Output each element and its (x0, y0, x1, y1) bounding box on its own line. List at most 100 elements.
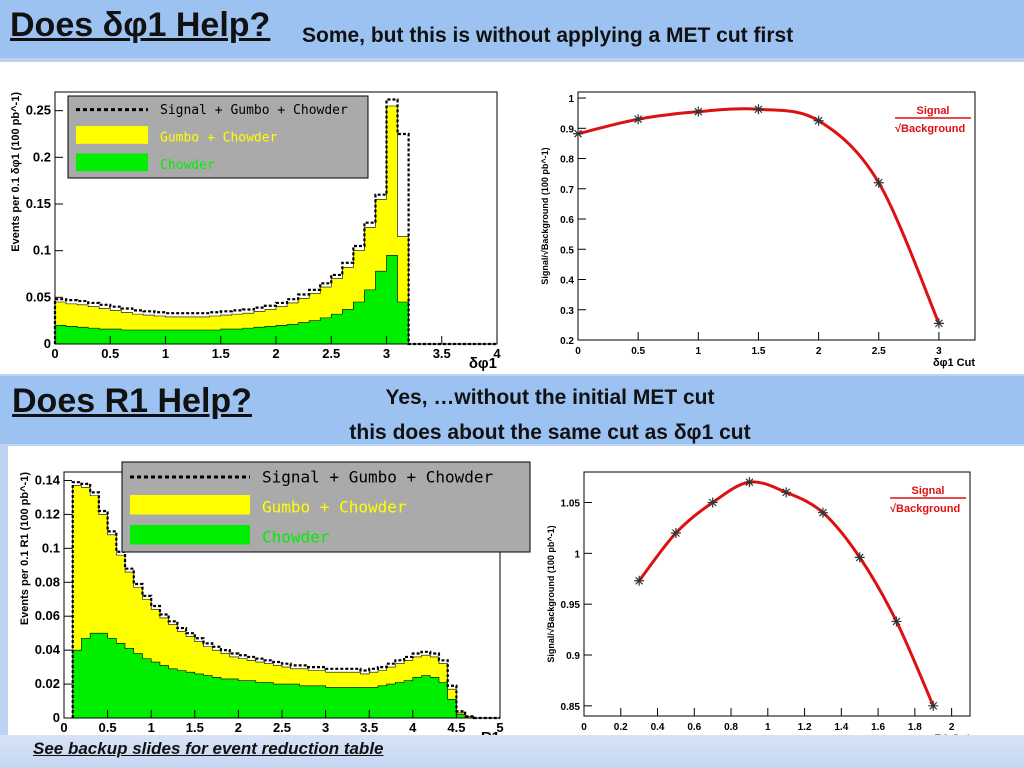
x-tick-label: 0 (575, 346, 581, 357)
x-axis-label: δφ1 Cut (933, 357, 975, 369)
legend-entry: Gumbo + Chowder (160, 131, 278, 146)
y-tick-label: 0.4 (560, 276, 574, 287)
x-tick-label: 0.5 (101, 346, 119, 361)
x-tick-label: 1 (696, 346, 702, 357)
slide-subtitle-dphi: Some, but this is without applying a MET… (302, 24, 794, 47)
x-tick-label: 4 (409, 720, 417, 735)
y-axis-label: Signal/√Background (100 pb^-1) (546, 525, 556, 662)
y-tick-label: 1 (568, 94, 574, 105)
x-tick-label: 2 (949, 722, 955, 733)
x-tick-label: 0.5 (99, 720, 117, 735)
data-point-marker (813, 115, 824, 126)
signal-dotted-line (71, 481, 500, 720)
x-tick-label: 0.6 (687, 722, 701, 733)
legend-entry: Signal + Gumbo + Chowder (262, 468, 494, 487)
data-point-marker (753, 104, 764, 115)
x-tick-label: 0.2 (614, 722, 628, 733)
y-tick-label: 0 (53, 710, 60, 725)
x-tick-label: 3.5 (433, 346, 451, 361)
significance-curve (577, 107, 941, 324)
x-tick-label: 5 (496, 720, 503, 735)
x-tick-label: 3 (383, 346, 390, 361)
significance-dphi: 0 0.5 1 1.5 2 2.5 3 0.2 0.3 0.4 0.5 0.6 0.7 0.8 0.9 1 Si… (540, 91, 976, 369)
histogram-dphi: 0 0.5 1 1.5 2 2.5 3 3.5 4 0 0.05 0.1 0.15 0.2 0.25 Sign… (10, 91, 501, 372)
x-tick-label: 1 (148, 720, 155, 735)
y-tick-label: 1.05 (561, 499, 581, 510)
gumbo-chowder-fill (72, 485, 500, 719)
x-tick-label: 2 (272, 346, 279, 361)
y-tick-label: 0.9 (560, 124, 574, 135)
chart-panel-top: 0 0.5 1 1.5 2 2.5 3 3.5 4 0 0.05 0.1 0.15 0.2 0.25 Sign… (0, 62, 1024, 374)
data-point-marker (891, 616, 902, 627)
plot-frame (583, 471, 971, 717)
y-tick-label: 0.9 (566, 651, 580, 662)
histogram-r1: 0 0.5 1 1.5 2 2.5 3 3.5 4 4.5 5 0 0.02 0.04 0.06 0.08 0.… (19, 461, 531, 746)
significance-r1: 0 0.2 0.4 0.6 0.8 1 1.2 1.4 1.6 1.8 2 0.85 0.9 0.95 1 1… (546, 471, 971, 745)
x-tick-label: 2.5 (273, 720, 291, 735)
x-tick-label: 1.5 (186, 720, 204, 735)
data-point-marker (634, 575, 645, 586)
slide-subtitle-r1-line1: Yes, …without the initial MET cut (385, 386, 715, 409)
y-tick-label: 0.85 (561, 702, 581, 713)
x-tick-label: 1.5 (212, 346, 230, 361)
legend-chowder-swatch (76, 153, 148, 172)
y-axis-label: Events per 0.1 δφ1 (100 pb^-1) (10, 92, 22, 252)
data-point-marker (854, 552, 865, 563)
slide-subtitle-r1-line2: this does about the same cut as δφ1 cut (349, 421, 751, 444)
x-tick-label: 2 (235, 720, 242, 735)
data-point-marker (933, 318, 944, 329)
x-tick-label: 1.2 (798, 722, 812, 733)
y-tick-label: 0.25 (26, 103, 51, 118)
legend-entry: Signal + Gumbo + Chowder (160, 103, 348, 118)
x-tick-label: 3 (322, 720, 329, 735)
x-tick-label: 0 (581, 722, 587, 733)
y-tick-label: 0.6 (560, 215, 574, 226)
legend-denominator: √Background (890, 503, 960, 515)
x-tick-label: 0 (60, 720, 67, 735)
data-point-marker (873, 177, 884, 188)
x-tick-label: 1.6 (871, 722, 885, 733)
legend-chowder-swatch (130, 525, 250, 545)
x-tick-label: 2.5 (872, 346, 886, 357)
chowder-fill (54, 255, 497, 345)
y-tick-label: 0.8 (560, 155, 574, 166)
x-tick-label: 1.5 (752, 346, 766, 357)
footer-band (0, 735, 1024, 768)
data-point-marker (670, 528, 681, 538)
data-point-marker (633, 114, 644, 125)
x-tick-label: 1 (162, 346, 169, 361)
title-band-top (0, 0, 1024, 58)
plot-frame (577, 91, 976, 341)
x-tick-label: 4.5 (447, 720, 465, 735)
y-tick-label: 0.08 (35, 574, 60, 589)
x-tick-label: 1 (765, 722, 771, 733)
legend-entry: Chowder (262, 528, 330, 547)
x-axis-label: δφ1 (469, 355, 497, 372)
x-tick-label: 1.4 (834, 722, 848, 733)
data-point-marker (573, 128, 583, 139)
x-tick-label: 0 (51, 346, 58, 361)
backup-slides-note: See backup slides for event reduction ta… (33, 739, 384, 758)
y-tick-label: 0.1 (42, 540, 60, 555)
y-tick-label: 1 (574, 549, 580, 560)
y-tick-label: 0.15 (26, 196, 51, 211)
x-tick-label: 3 (936, 346, 942, 357)
x-tick-label: 0.5 (631, 346, 645, 357)
data-point-marker (817, 507, 828, 518)
x-tick-label: 1.8 (908, 722, 922, 733)
x-tick-label: 3.5 (360, 720, 378, 735)
y-tick-label: 0 (44, 336, 51, 351)
y-tick-label: 0.95 (561, 600, 581, 611)
y-tick-label: 0.14 (35, 472, 61, 487)
y-tick-label: 0.1 (33, 243, 51, 258)
y-axis-label: Signal/√Background (100 pb^-1) (540, 147, 550, 284)
legend-gumbo-swatch (130, 495, 250, 515)
significance-curve (637, 480, 935, 707)
y-tick-label: 0.02 (35, 676, 60, 691)
x-tick-label: 0.4 (651, 722, 665, 733)
data-point-marker (781, 487, 792, 498)
x-tick-label: 0.8 (724, 722, 738, 733)
y-tick-label: 0.05 (26, 289, 51, 304)
y-tick-label: 0.04 (35, 642, 61, 657)
legend-entry: Gumbo + Chowder (262, 498, 407, 517)
